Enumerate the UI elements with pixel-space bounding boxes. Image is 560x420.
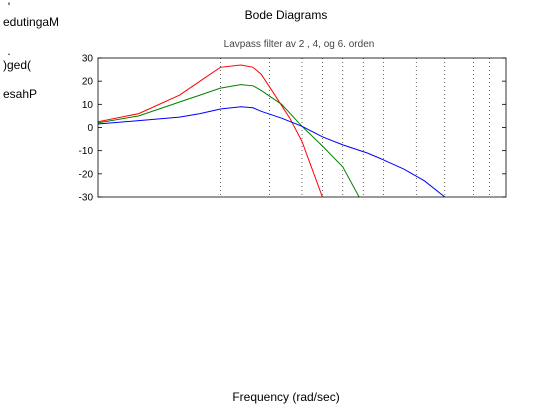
y-tick-label: 10 — [82, 100, 94, 111]
y-tick-label: 20 — [82, 77, 94, 88]
chart-title: Bode Diagrams — [244, 8, 328, 22]
y-tick-label: -10 — [79, 146, 94, 157]
series-line-3 — [98, 106, 446, 197]
x-axis-label: Frequency (rad/sec) — [232, 390, 340, 404]
y-tick-label: 30 — [82, 54, 94, 65]
y-tick-label: -20 — [79, 169, 94, 180]
y-tick-label: 0 — [87, 123, 93, 134]
series-line-1 — [98, 64, 323, 197]
series-line-2 — [98, 84, 360, 197]
chart-subtitle: Lavpass filter av 2 , 4, og 6. orden — [223, 39, 375, 50]
y-tick-label: -30 — [79, 193, 94, 204]
